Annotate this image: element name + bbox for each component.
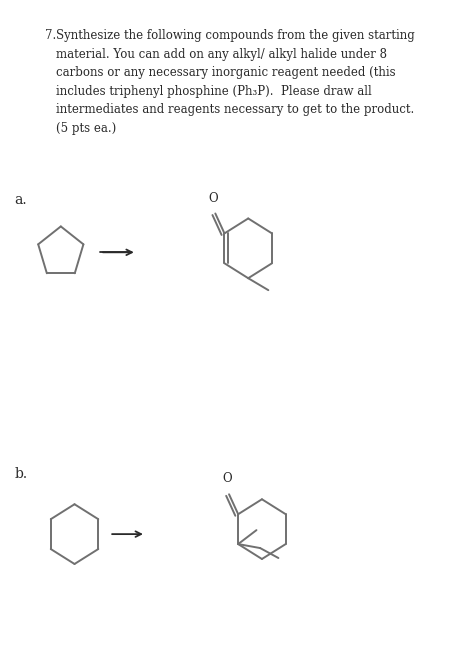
Text: b.: b. [14, 468, 27, 481]
Text: a.: a. [14, 193, 27, 206]
Text: 7.: 7. [46, 29, 56, 42]
Text: O: O [209, 191, 219, 204]
Text: Synthesize the following compounds from the given starting
material. You can add: Synthesize the following compounds from … [56, 29, 415, 135]
Text: O: O [222, 472, 232, 485]
